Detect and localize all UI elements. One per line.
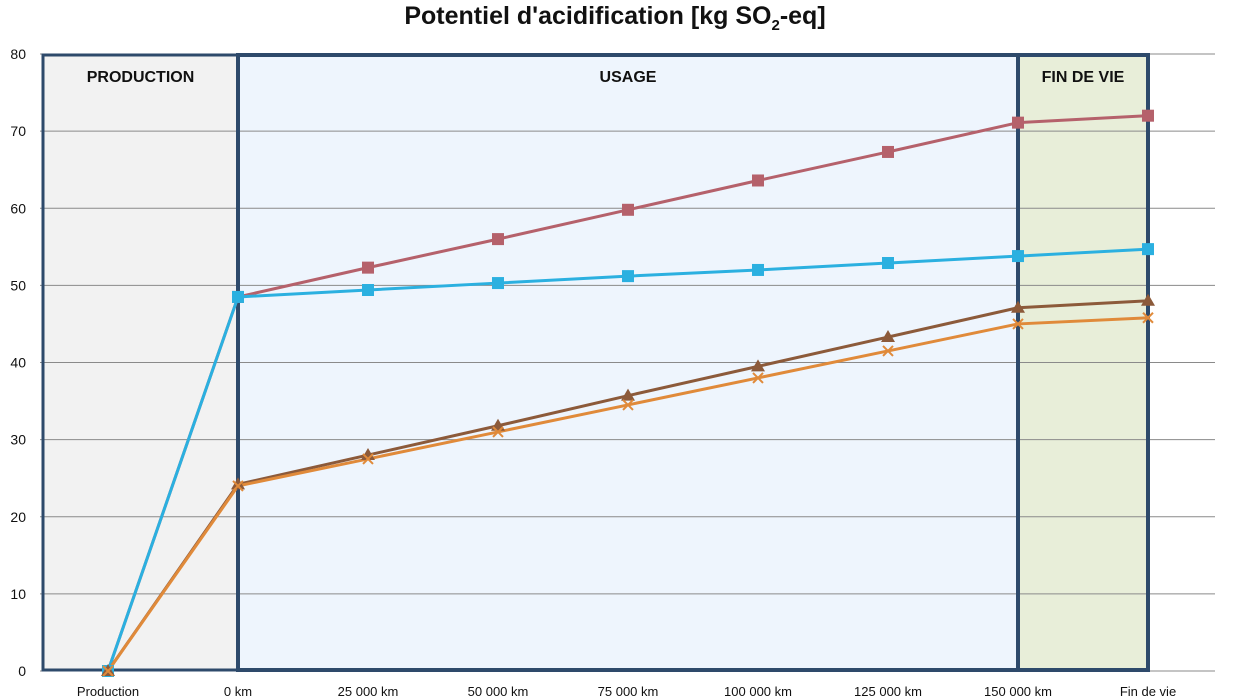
marker-square [232,290,244,303]
y-axis-ticks: 0 10 20 30 40 50 60 70 80 [10,46,26,679]
x-tick-label: 150 000 km [984,684,1052,699]
marker-x [232,480,244,492]
marker-square [362,261,374,274]
x-tick-label: 125 000 km [854,684,922,699]
phase-label-2: FIN DE VIE [1042,69,1125,86]
phase-label-0: PRODUCTION [87,69,195,86]
marker-square [1012,250,1024,263]
marker-x [882,345,894,357]
marker-x [752,372,764,384]
y-tick-label: 10 [10,586,26,602]
marker-x-stroke [492,426,504,438]
x-tick-label: 50 000 km [468,684,529,699]
y-tick-label: 60 [10,200,26,216]
marker-triangle [1141,293,1155,306]
x-tick-label: 75 000 km [598,684,659,699]
phase-label-1: USAGE [600,69,657,86]
marker-square [1142,109,1154,122]
phase-frame-2 [1016,53,1150,672]
phase-labels: PRODUCTION USAGE FIN DE VIE [87,69,1125,86]
phase-frames [41,53,1150,672]
marker-triangle [1011,300,1025,313]
y-tick-label: 30 [10,432,26,448]
marker-x-stroke [752,372,764,384]
y-tick-label: 40 [10,355,26,371]
marker-x [622,399,634,411]
x-tick-label: 25 000 km [338,684,399,699]
marker-square [882,257,894,270]
marker-x-stroke [622,399,634,411]
series-markers [101,109,1155,677]
x-tick-label: Fin de vie [1120,684,1176,699]
marker-square [752,263,764,276]
marker-triangle [751,359,765,372]
y-tick-label: 80 [10,46,26,62]
x-tick-label: Production [77,684,139,699]
marker-x-stroke [102,665,114,677]
marker-x [102,665,114,677]
marker-triangle [621,388,635,401]
y-tick-label: 50 [10,277,26,293]
y-tick-label: 70 [10,123,26,139]
chart-title: Potentiel d'acidification [kg SO2-eq] [404,2,826,34]
marker-x-stroke [882,345,894,357]
marker-square [752,174,764,187]
marker-x [1142,312,1154,324]
marker-square [492,233,504,246]
marker-x [362,453,374,465]
y-tick-label: 20 [10,509,26,525]
marker-square [622,270,634,283]
marker-square [492,277,504,290]
x-axis-ticks: Production 0 km 25 000 km 50 000 km 75 000 k… [77,684,1176,699]
y-tick-label: 0 [18,663,26,679]
marker-triangle [361,448,375,461]
marker-square [1142,243,1154,256]
x-tick-label: 100 000 km [724,684,792,699]
marker-square [622,203,634,216]
marker-triangle [881,330,895,343]
marker-x [492,426,504,438]
marker-square [882,145,894,158]
x-tick-label: 0 km [224,684,252,699]
marker-square [362,284,374,297]
marker-x-stroke [232,480,244,492]
marker-x-stroke [1142,312,1154,324]
marker-triangle [231,477,245,490]
marker-x [1012,318,1024,330]
marker-square [1012,116,1024,129]
marker-x-stroke [362,453,374,465]
marker-x-stroke [1012,318,1024,330]
